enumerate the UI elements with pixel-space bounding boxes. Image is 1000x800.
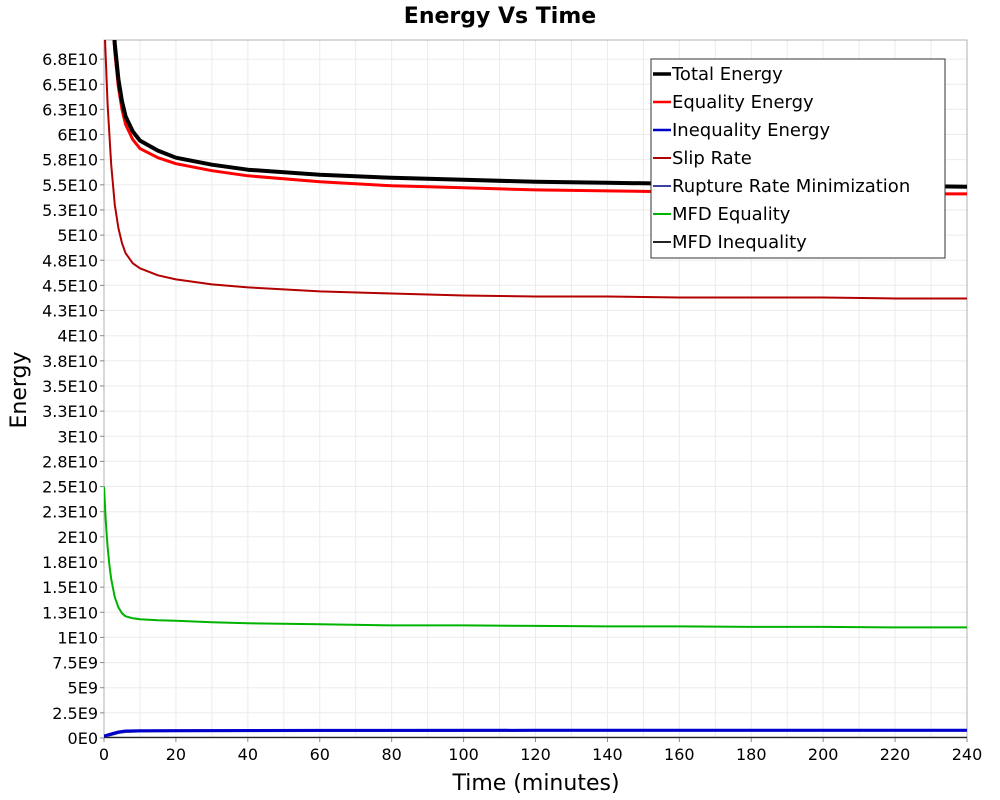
y-tick-label: 2.5E10 [42, 478, 98, 497]
x-tick-label: 40 [238, 745, 258, 764]
y-tick-label: 5E9 [68, 679, 98, 698]
y-tick-label: 6.3E10 [42, 100, 98, 119]
y-tick-label: 4.8E10 [42, 251, 98, 270]
legend-item: Total Energy [653, 64, 783, 85]
y-tick-label: 1E10 [57, 628, 98, 647]
x-tick-label: 240 [952, 745, 983, 764]
y-tick-label: 6E10 [57, 126, 98, 145]
legend-item: Equality Energy [653, 92, 814, 113]
series-line-slip-rate [104, 40, 967, 300]
y-tick-label: 3.3E10 [42, 402, 98, 421]
legend-label: Inequality Energy [672, 120, 830, 141]
legend-item: MFD Inequality [653, 232, 807, 253]
y-axis-label: Energy [7, 351, 32, 428]
y-tick-label: 1.8E10 [42, 553, 98, 572]
x-tick-label: 80 [381, 745, 401, 764]
legend-label: Total Energy [671, 64, 783, 85]
x-tick-label: 60 [310, 745, 330, 764]
x-tick-label: 0 [99, 745, 109, 764]
y-tick-label: 4E10 [57, 327, 98, 346]
legend: Total Energy Equality Energy Inequality En… [650, 58, 946, 259]
y-tick-label: 1.3E10 [42, 603, 98, 622]
y-tick-label: 5.3E10 [42, 201, 98, 220]
y-tick-label: 5.5E10 [42, 176, 98, 195]
y-tick-label: 2.3E10 [42, 503, 98, 522]
legend-label: MFD Equality [672, 204, 791, 225]
legend-box [650, 58, 946, 259]
x-tick-label: 200 [808, 745, 839, 764]
y-tick-label: 6.8E10 [42, 50, 98, 69]
legend-item: Inequality Energy [653, 120, 830, 141]
y-tick-label: 7.5E9 [52, 654, 98, 673]
x-axis-label: Time (minutes) [451, 771, 619, 796]
x-tick-label: 20 [166, 745, 186, 764]
y-tick-label: 5.8E10 [42, 151, 98, 170]
x-tick-label: 100 [448, 745, 479, 764]
legend-label: MFD Inequality [672, 232, 807, 253]
y-tick-label: 5E10 [57, 226, 98, 245]
chart-title: Energy Vs Time [404, 4, 596, 29]
y-tick-label: 2.5E9 [52, 704, 98, 723]
y-axis: 0E0 2.5E9 5E9 7.5E9 1E10 1.3E10 1.5E10 1.8E10 2E… [42, 50, 104, 748]
legend-item: Rupture Rate Minimization [653, 176, 910, 197]
x-tick-label: 160 [664, 745, 695, 764]
y-tick-label: 3.8E10 [42, 352, 98, 371]
x-tick-label: 220 [880, 745, 911, 764]
legend-item: MFD Equality [653, 204, 791, 225]
y-tick-label: 4.3E10 [42, 302, 98, 321]
y-tick-label: 2.8E10 [42, 452, 98, 471]
x-tick-label: 140 [592, 745, 623, 764]
legend-item: Slip Rate [653, 148, 752, 169]
y-tick-label: 2E10 [57, 528, 98, 547]
x-tick-label: 120 [520, 745, 551, 764]
legend-label: Slip Rate [672, 148, 752, 169]
series-line-inequality-energy [104, 728, 967, 738]
y-tick-label: 3E10 [57, 427, 98, 446]
series-line-mfd-equality [104, 486, 967, 629]
legend-label: Equality Energy [672, 92, 814, 113]
x-axis: 0 20 40 60 80 100 120 140 160 180 200 220 240 [99, 738, 982, 764]
y-tick-label: 1.5E10 [42, 578, 98, 597]
y-tick-label: 4.5E10 [42, 276, 98, 295]
legend-label: Rupture Rate Minimization [672, 176, 910, 197]
y-tick-label: 3.5E10 [42, 377, 98, 396]
y-tick-label: 0E0 [68, 729, 98, 748]
y-tick-label: 6.5E10 [42, 75, 98, 94]
x-tick-label: 180 [736, 745, 767, 764]
